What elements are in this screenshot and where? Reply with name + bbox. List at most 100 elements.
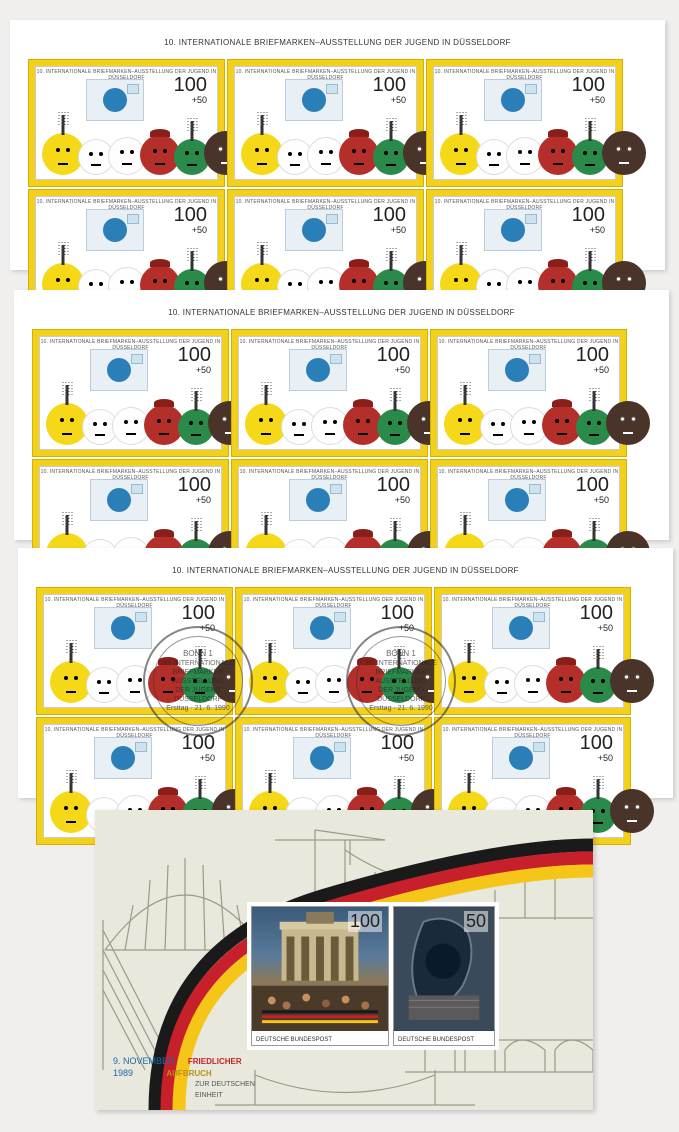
mini-stamp-icon	[334, 742, 346, 752]
mini-stamp-icon	[330, 354, 342, 364]
stamp: 10. INTERNATIONALE BRIEFMARKEN–AUSSTELLU…	[36, 587, 233, 715]
globe-icon	[509, 746, 533, 770]
globe-icon	[501, 218, 525, 242]
stamp-grid: 10. INTERNATIONALE BRIEFMARKEN–AUSSTELLU…	[18, 587, 673, 845]
globe-icon	[103, 218, 127, 242]
stamp-denomination: 100 +50	[182, 603, 215, 633]
stamp-flag-icon	[94, 607, 152, 649]
globe-icon	[306, 358, 330, 382]
caption-date: 9. NOVEMBER	[113, 1056, 175, 1066]
stamp-denomination: 100 +50	[381, 733, 414, 763]
stamp-sheet-1: 10. INTERNATIONALE BRIEFMARKEN–AUSSTELLU…	[10, 20, 665, 270]
stamp-flag-icon	[293, 737, 351, 779]
globe-icon	[302, 218, 326, 242]
stamp-flag-icon	[484, 209, 542, 251]
stamp-denomination: 50	[464, 911, 488, 932]
stamp-flag-icon	[285, 209, 343, 251]
stamp-flag-icon	[90, 349, 148, 391]
stamp-denomination: 100 +50	[580, 603, 613, 633]
mini-stamp-icon	[127, 84, 139, 94]
globe-icon	[501, 88, 525, 112]
mini-stamp-icon	[326, 84, 338, 94]
globe-icon	[107, 358, 131, 382]
mini-stamp-icon	[529, 484, 541, 494]
stamp-denomination: 100 +50	[377, 345, 410, 375]
stamp-flag-icon	[86, 79, 144, 121]
stamp-flag-icon	[289, 479, 347, 521]
mini-stamp-icon	[135, 612, 147, 622]
stamp-denomination: 100	[348, 911, 382, 932]
souvenir-stamps-area: 100 DEUTSCHE BUNDESPOST 50 DEUTSCHE BUND…	[247, 902, 499, 1050]
stamp-denomination: 100 +50	[174, 205, 207, 235]
stamp: 10. INTERNATIONALE BRIEFMARKEN–AUSSTELLU…	[426, 59, 623, 187]
stamp: 10. INTERNATIONALE BRIEFMARKEN–AUSSTELLU…	[231, 329, 428, 457]
stamp-flag-icon	[86, 209, 144, 251]
stamp-denomination: 100 +50	[178, 345, 211, 375]
faces-illustration	[249, 659, 449, 703]
globe-icon	[103, 88, 127, 112]
stamp-flag-icon	[289, 349, 347, 391]
souvenir-caption: 9. NOVEMBER FRIEDLICHER 1989 AUFBRUCH ZU…	[113, 1056, 255, 1100]
globe-icon	[505, 488, 529, 512]
mini-stamp-icon	[326, 214, 338, 224]
souvenir-stamp-wall: 50 DEUTSCHE BUNDESPOST	[393, 906, 495, 1046]
globe-icon	[111, 746, 135, 770]
stamp-flag-icon	[492, 607, 550, 649]
mini-stamp-icon	[525, 214, 537, 224]
faces-illustration	[448, 659, 648, 703]
sheet-title: 10. INTERNATIONALE BRIEFMARKEN–AUSSTELLU…	[18, 548, 673, 587]
mini-stamp-icon	[525, 84, 537, 94]
stamp-denomination: 100 +50	[373, 205, 406, 235]
stamp: 10. INTERNATIONALE BRIEFMARKEN–AUSSTELLU…	[227, 59, 424, 187]
souvenir-stamp-brandenburg: 100 DEUTSCHE BUNDESPOST	[251, 906, 389, 1046]
stamp-flag-icon	[488, 349, 546, 391]
sheet-title: 10. INTERNATIONALE BRIEFMARKEN–AUSSTELLU…	[14, 290, 669, 329]
sheet-title: 10. INTERNATIONALE BRIEFMARKEN–AUSSTELLU…	[10, 20, 665, 59]
stamp-denomination: 100 +50	[381, 603, 414, 633]
stamp-denomination: 100 +50	[178, 475, 211, 505]
faces-illustration	[42, 131, 242, 175]
caption-line1: FRIEDLICHER	[188, 1057, 242, 1066]
stamp: 10. INTERNATIONALE BRIEFMARKEN–AUSSTELLU…	[32, 329, 229, 457]
mini-stamp-icon	[131, 484, 143, 494]
caption-line2: AUFBRUCH	[166, 1069, 211, 1078]
stamp-denomination: 100 +50	[572, 75, 605, 105]
stamp-denomination: 100 +50	[576, 345, 609, 375]
mini-stamp-icon	[533, 742, 545, 752]
stamp: 10. INTERNATIONALE BRIEFMARKEN–AUSSTELLU…	[434, 587, 631, 715]
stamp-flag-icon	[90, 479, 148, 521]
mini-stamp-icon	[135, 742, 147, 752]
stamp-denomination: 100 +50	[182, 733, 215, 763]
globe-icon	[509, 616, 533, 640]
globe-icon	[310, 746, 334, 770]
stamp-denomination: 100 +50	[580, 733, 613, 763]
faces-illustration	[444, 401, 644, 445]
stamp-sheet-2: 10. INTERNATIONALE BRIEFMARKEN–AUSSTELLU…	[14, 290, 669, 540]
mini-stamp-icon	[334, 612, 346, 622]
mini-stamp-icon	[533, 612, 545, 622]
globe-icon	[302, 88, 326, 112]
stamp: 10. INTERNATIONALE BRIEFMARKEN–AUSSTELLU…	[235, 587, 432, 715]
faces-illustration	[440, 131, 640, 175]
caption-year: 1989	[113, 1068, 133, 1078]
globe-icon	[306, 488, 330, 512]
stamp-denomination: 100 +50	[174, 75, 207, 105]
stamp-issuer-label: DEUTSCHE BUNDESPOST	[256, 1037, 332, 1043]
stamp-issuer-label: DEUTSCHE BUNDESPOST	[398, 1037, 474, 1043]
stamp-denomination: 100 +50	[572, 205, 605, 235]
stamp-flag-icon	[484, 79, 542, 121]
stamp: 10. INTERNATIONALE BRIEFMARKEN–AUSSTELLU…	[28, 59, 225, 187]
stamp-flag-icon	[94, 737, 152, 779]
mini-stamp-icon	[127, 214, 139, 224]
stamp-flag-icon	[285, 79, 343, 121]
caption-sub1: ZUR DEUTSCHEN	[195, 1081, 255, 1088]
caption-sub2: EINHEIT	[195, 1092, 223, 1099]
stamp-sheet-3: 10. INTERNATIONALE BRIEFMARKEN–AUSSTELLU…	[18, 548, 673, 798]
faces-illustration	[241, 131, 441, 175]
globe-icon	[310, 616, 334, 640]
mini-stamp-icon	[131, 354, 143, 364]
souvenir-sheet: 100 DEUTSCHE BUNDESPOST 50 DEUTSCHE BUND…	[95, 810, 593, 1110]
globe-icon	[107, 488, 131, 512]
stamp-flag-icon	[488, 479, 546, 521]
mini-stamp-icon	[529, 354, 541, 364]
